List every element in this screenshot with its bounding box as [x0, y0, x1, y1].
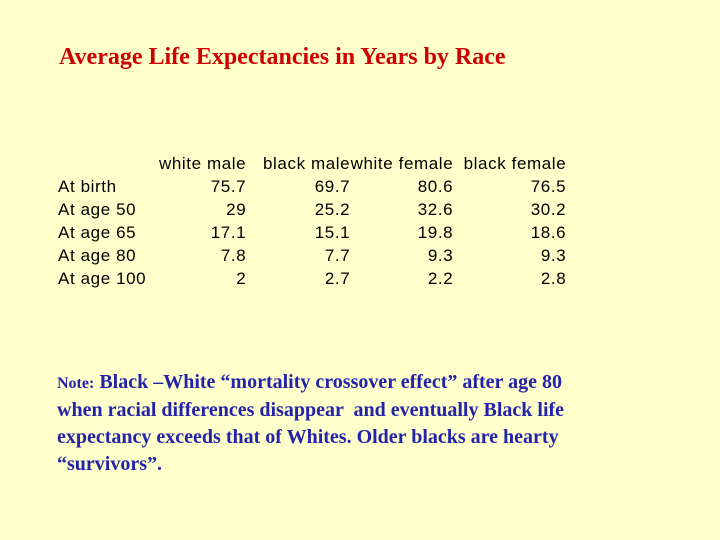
- column-header-black-female: black female: [463, 153, 567, 173]
- table-cell: 69.7: [314, 176, 351, 196]
- table-cell: 19.8: [417, 222, 454, 242]
- column-header-black-male: black male: [262, 153, 351, 173]
- table-cell: 2.8: [540, 268, 567, 288]
- table-cell: 25.2: [314, 199, 351, 219]
- column-header-white-female: white female: [350, 153, 454, 173]
- note-prefix: Note:: [57, 375, 95, 392]
- note-line-1-body: Black –White “mortality crossover effect…: [94, 371, 562, 393]
- table-row: At age 50 29 25.2 32.6 30.2: [58, 198, 566, 221]
- slide-title: Average Life Expectancies in Years by Ra…: [59, 44, 506, 70]
- row-label: At age 65: [58, 222, 137, 242]
- table-cell: 17.1: [210, 222, 247, 242]
- note-line-1: Note: Black –White “mortality crossover …: [57, 369, 564, 397]
- row-label: At age 50: [58, 199, 137, 219]
- table-cell: 2.2: [427, 268, 454, 288]
- table-cell: 2: [236, 268, 247, 288]
- table-cell: 75.7: [210, 176, 247, 196]
- table-cell: 9.3: [427, 245, 454, 265]
- table-cell: 29: [226, 199, 247, 219]
- table-cell: 2.7: [324, 268, 351, 288]
- table-cell: 7.7: [324, 245, 351, 265]
- table-cell: 76.5: [530, 176, 567, 196]
- table-cell: 9.3: [540, 245, 567, 265]
- row-label: At age 80: [58, 245, 137, 265]
- table-cell: 15.1: [314, 222, 351, 242]
- table-row: At age 80 7.8 7.7 9.3 9.3: [58, 244, 566, 267]
- note-line-4: “survivors”.: [57, 453, 162, 475]
- note-line-3: expectancy exceeds that of Whites. Older…: [57, 426, 559, 448]
- row-label: At age 100: [58, 268, 147, 288]
- table-row: At age 100 2 2.7 2.2 2.8: [58, 267, 566, 290]
- table-cell: 30.2: [530, 199, 567, 219]
- table-header-row: white male black male white female black…: [58, 152, 566, 175]
- table-cell: 32.6: [417, 199, 454, 219]
- note-line-2: when racial differences disappear and ev…: [57, 399, 565, 421]
- column-header-white-male: white male: [158, 153, 247, 173]
- table-cell: 7.8: [220, 245, 247, 265]
- row-label: At birth: [58, 176, 117, 196]
- table-row: At age 65 17.1 15.1 19.8 18.6: [58, 221, 566, 244]
- life-expectancy-table: white male black male white female black…: [58, 152, 566, 290]
- table-row: At birth 75.7 69.7 80.6 76.5: [58, 175, 566, 198]
- table-corner-cell: [58, 152, 146, 175]
- note-text: Note: Black –White “mortality crossover …: [57, 369, 564, 478]
- table-cell: 18.6: [530, 222, 567, 242]
- table-cell: 80.6: [417, 176, 454, 196]
